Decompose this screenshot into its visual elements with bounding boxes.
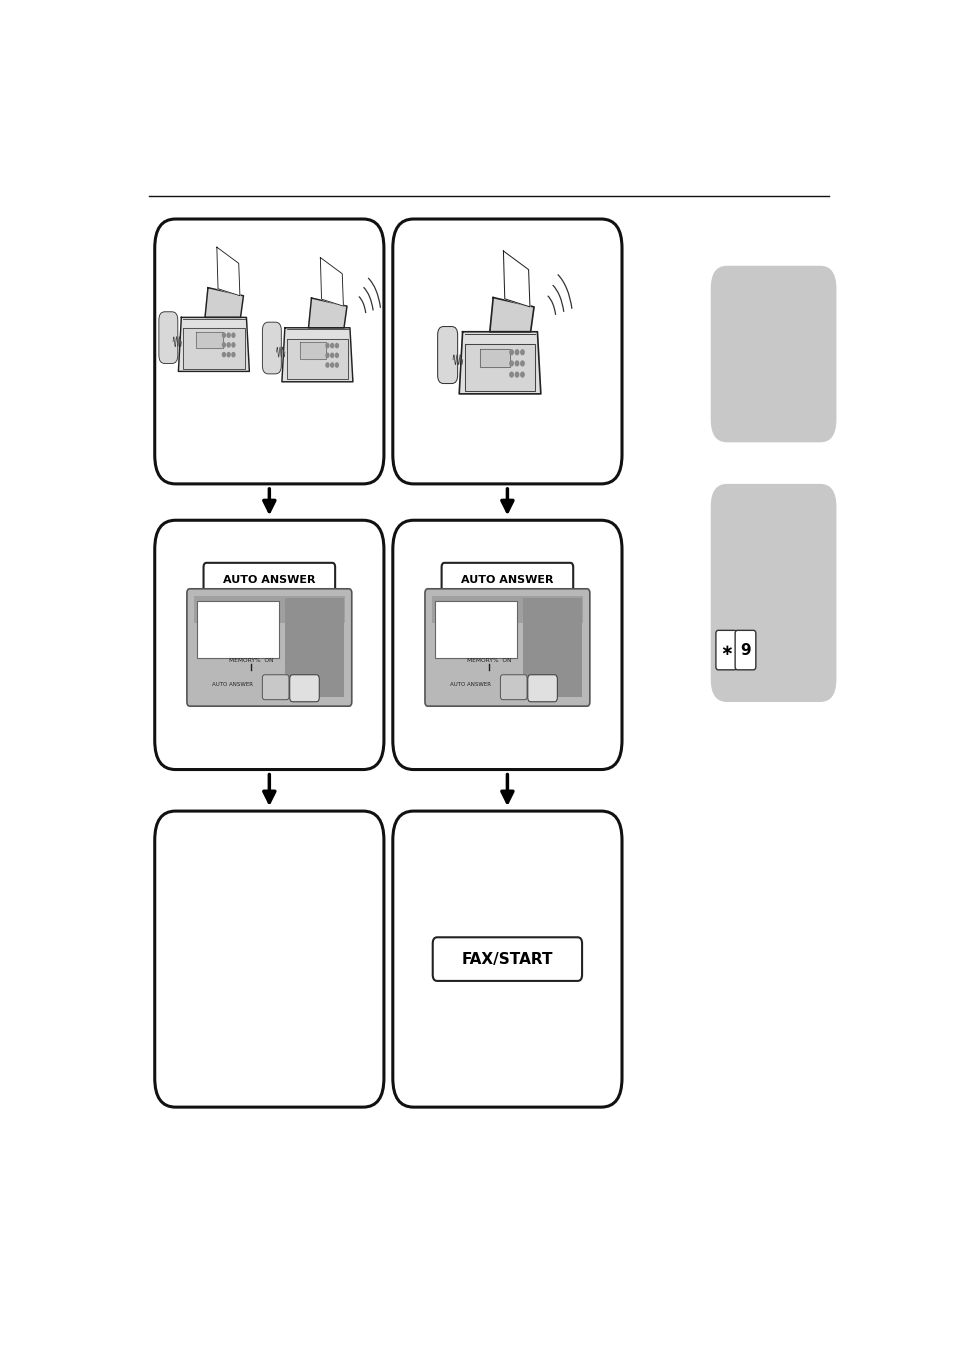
FancyBboxPatch shape <box>154 811 383 1108</box>
FancyBboxPatch shape <box>710 484 836 701</box>
Circle shape <box>509 372 513 376</box>
Circle shape <box>509 349 513 355</box>
FancyBboxPatch shape <box>262 322 281 374</box>
Circle shape <box>227 343 230 347</box>
FancyBboxPatch shape <box>393 219 621 484</box>
Circle shape <box>326 363 329 367</box>
FancyBboxPatch shape <box>154 219 383 484</box>
FancyBboxPatch shape <box>500 674 526 700</box>
Polygon shape <box>464 344 535 391</box>
FancyBboxPatch shape <box>187 588 352 706</box>
FancyBboxPatch shape <box>203 563 335 598</box>
Text: AUTO ANSWER: AUTO ANSWER <box>223 575 315 585</box>
FancyBboxPatch shape <box>290 674 319 701</box>
Circle shape <box>331 344 334 348</box>
Bar <box>285 598 344 697</box>
Circle shape <box>515 349 518 355</box>
Polygon shape <box>286 339 348 379</box>
FancyBboxPatch shape <box>393 521 621 769</box>
FancyBboxPatch shape <box>735 630 755 670</box>
Bar <box>193 596 345 623</box>
Polygon shape <box>196 332 222 348</box>
Text: AUTO ANSWER: AUTO ANSWER <box>460 575 553 585</box>
Circle shape <box>335 353 338 357</box>
Text: MEMORY%  ON: MEMORY% ON <box>229 658 273 664</box>
Polygon shape <box>183 328 244 368</box>
FancyBboxPatch shape <box>441 563 573 598</box>
Circle shape <box>227 352 230 356</box>
FancyBboxPatch shape <box>433 938 581 981</box>
Text: 9: 9 <box>740 642 750 657</box>
Circle shape <box>331 353 334 357</box>
FancyBboxPatch shape <box>262 674 289 700</box>
Circle shape <box>222 343 225 347</box>
Polygon shape <box>308 298 347 328</box>
Polygon shape <box>503 251 529 306</box>
Circle shape <box>515 372 518 376</box>
Polygon shape <box>299 343 326 359</box>
FancyBboxPatch shape <box>527 674 557 701</box>
Text: AUTO ANSWER: AUTO ANSWER <box>450 683 491 687</box>
Polygon shape <box>458 332 540 394</box>
Bar <box>431 596 582 623</box>
Circle shape <box>515 362 518 366</box>
Polygon shape <box>320 258 343 306</box>
Circle shape <box>326 344 329 348</box>
Bar <box>523 598 581 697</box>
Polygon shape <box>282 328 353 382</box>
Text: MEMORY%  ON: MEMORY% ON <box>466 658 511 664</box>
Polygon shape <box>205 287 243 317</box>
Circle shape <box>232 333 234 337</box>
Circle shape <box>331 363 334 367</box>
Circle shape <box>227 333 230 337</box>
Circle shape <box>509 362 513 366</box>
Circle shape <box>222 333 225 337</box>
Circle shape <box>232 343 234 347</box>
Circle shape <box>326 353 329 357</box>
FancyBboxPatch shape <box>424 588 589 706</box>
FancyBboxPatch shape <box>393 811 621 1108</box>
Circle shape <box>520 349 523 355</box>
Circle shape <box>335 344 338 348</box>
FancyBboxPatch shape <box>710 266 836 442</box>
Circle shape <box>520 362 523 366</box>
Polygon shape <box>178 317 249 371</box>
Polygon shape <box>216 247 239 295</box>
Circle shape <box>232 352 234 356</box>
FancyBboxPatch shape <box>715 630 736 670</box>
Circle shape <box>222 352 225 356</box>
Bar <box>435 602 517 658</box>
FancyBboxPatch shape <box>159 312 177 363</box>
Bar <box>197 602 278 658</box>
Text: FAX/START: FAX/START <box>461 951 553 967</box>
Polygon shape <box>489 298 534 332</box>
Circle shape <box>335 363 338 367</box>
Text: AUTO ANSWER: AUTO ANSWER <box>213 683 253 687</box>
FancyBboxPatch shape <box>437 326 457 383</box>
Circle shape <box>520 372 523 376</box>
Text: ∗: ∗ <box>720 642 732 657</box>
Polygon shape <box>479 348 510 367</box>
FancyBboxPatch shape <box>154 521 383 769</box>
